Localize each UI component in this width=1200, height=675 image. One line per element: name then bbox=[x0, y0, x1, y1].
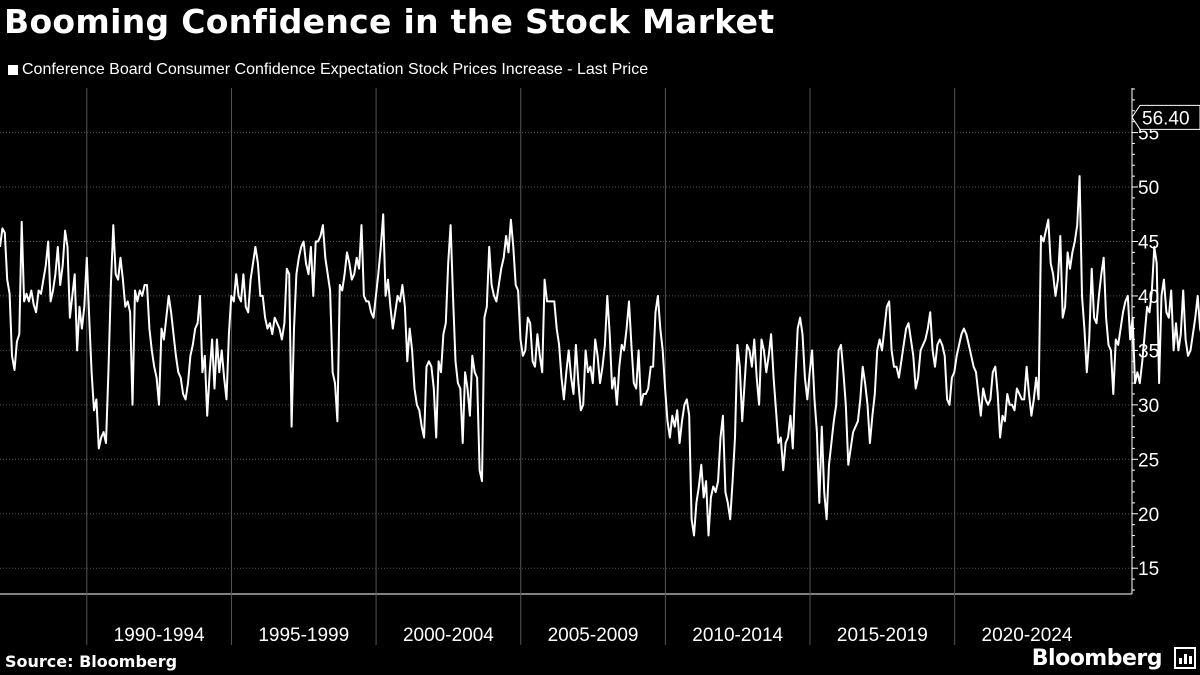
x-tick-label: 2015-2019 bbox=[837, 625, 928, 646]
legend-label: Conference Board Consumer Confidence Exp… bbox=[22, 61, 649, 78]
last-price-tag bbox=[1131, 104, 1200, 130]
y-tick-label: 40 bbox=[1138, 287, 1159, 308]
x-tick-label: 1990-1994 bbox=[114, 625, 205, 646]
legend-swatch bbox=[8, 65, 18, 75]
y-tick-label: 30 bbox=[1138, 396, 1159, 417]
y-tick-label: 35 bbox=[1138, 341, 1159, 362]
last-price-label: 56.40 bbox=[1142, 108, 1190, 129]
legend: Conference Board Consumer Confidence Exp… bbox=[8, 61, 648, 79]
brand-logo-text: Bloomberg bbox=[1031, 646, 1163, 671]
y-tick-label: 15 bbox=[1138, 559, 1159, 580]
chart-title: Booming Confidence in the Stock Market bbox=[4, 2, 775, 41]
x-tick-label: 2010-2014 bbox=[692, 625, 783, 646]
x-tick-label: 2005-2009 bbox=[548, 625, 639, 646]
series-line bbox=[0, 175, 1200, 537]
y-tick-label: 25 bbox=[1138, 450, 1159, 471]
x-tick-label: 2020-2024 bbox=[982, 625, 1073, 646]
source-note: Source: Bloomberg bbox=[5, 652, 178, 671]
x-tick-label: 1995-1999 bbox=[258, 625, 349, 646]
y-tick-label: 20 bbox=[1138, 505, 1159, 526]
y-tick-label: 50 bbox=[1138, 178, 1159, 199]
bloomberg-chart-icon bbox=[1174, 647, 1196, 669]
y-tick-label: 45 bbox=[1138, 232, 1159, 253]
x-tick-label: 2000-2004 bbox=[403, 625, 494, 646]
